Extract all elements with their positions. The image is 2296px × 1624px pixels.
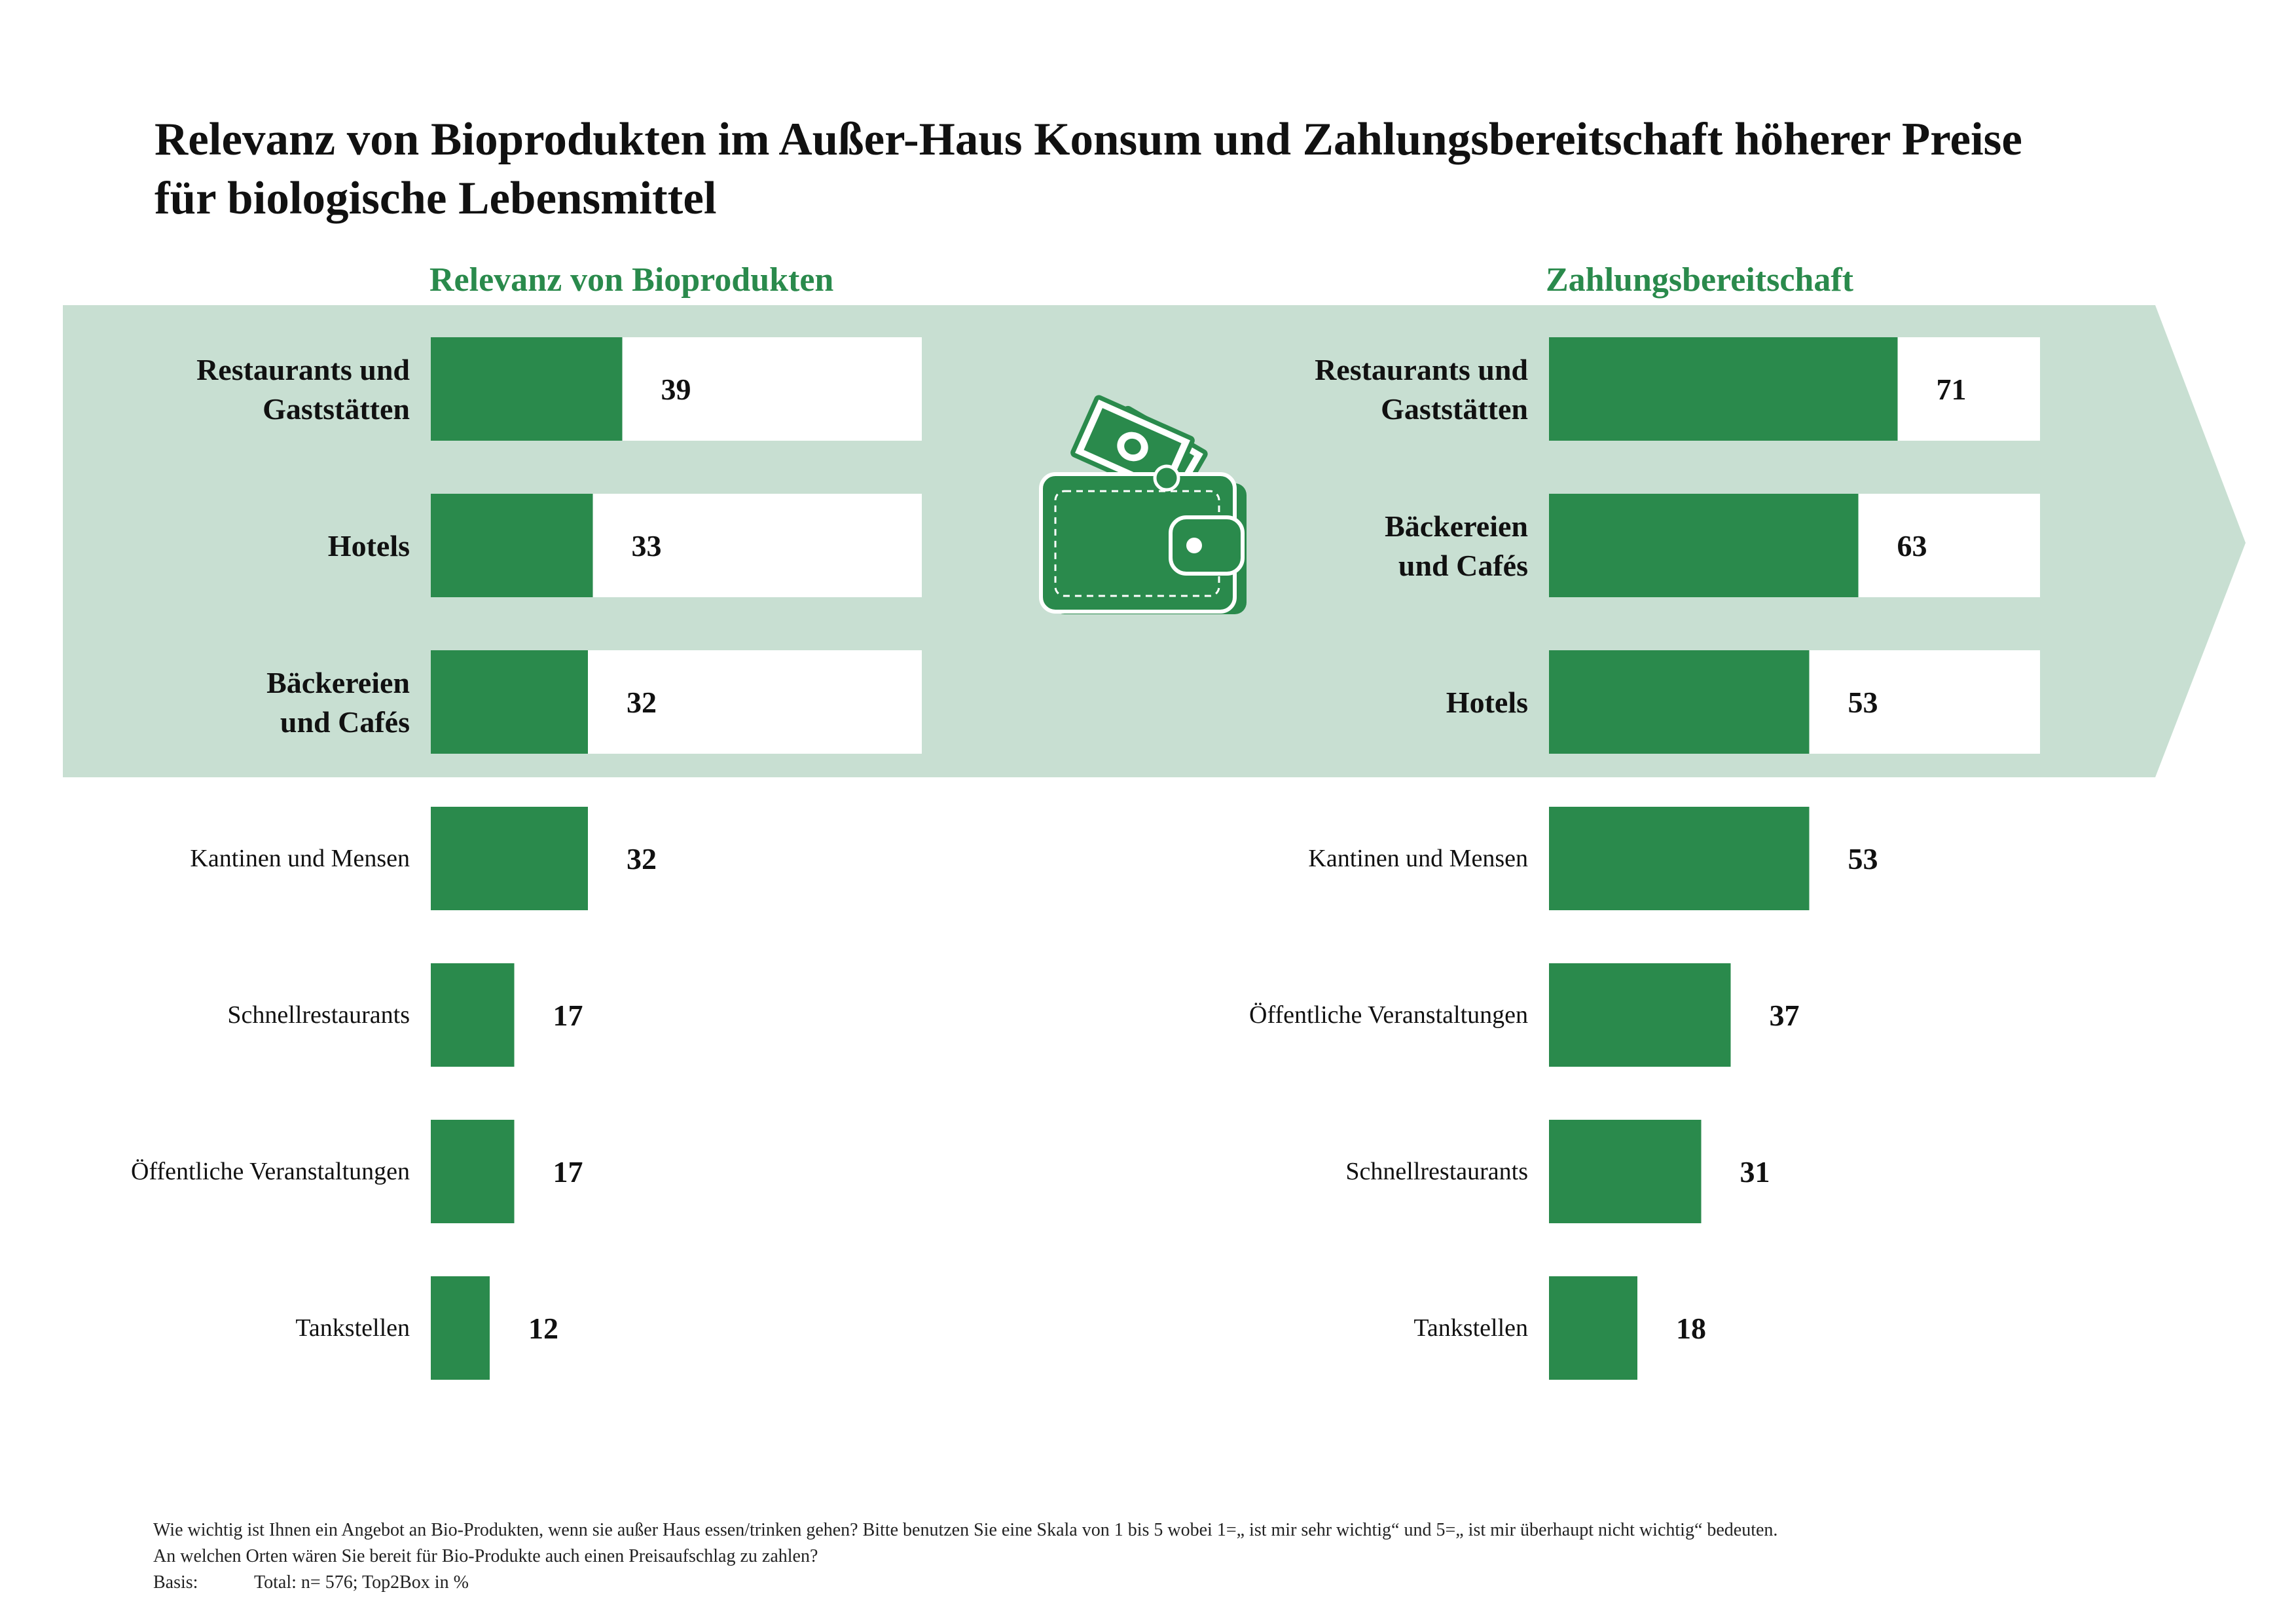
right-value-label: 53 (1848, 842, 1878, 876)
left-bar (431, 807, 588, 910)
right-bar (1549, 1276, 1637, 1380)
left-panel-heading: Relevanz von Bioprodukten (429, 261, 834, 299)
wallet-with-money-icon (1039, 395, 1247, 614)
left-bar (431, 337, 623, 441)
footnote-question-2: An welchen Orten wären Sie bereit für Bi… (153, 1546, 818, 1566)
basis-label: Basis: (153, 1572, 198, 1593)
right-bar (1549, 807, 1810, 910)
right-category-label: Tankstellen (1413, 1314, 1528, 1342)
left-bar (431, 1276, 490, 1380)
left-value-label: 39 (661, 373, 691, 406)
right-category-label: Schnellrestaurants (1345, 1158, 1528, 1185)
right-bar (1549, 1120, 1702, 1223)
left-value-label: 12 (528, 1312, 558, 1345)
right-panel-heading: Zahlungsbereitschaft (1546, 261, 1853, 299)
basis-text: Total: n= 576; Top2Box in % (254, 1572, 469, 1593)
footnote-basis: Basis: Total: n= 576; Top2Box in % (153, 1570, 1777, 1596)
right-value-label: 37 (1770, 999, 1800, 1032)
right-value-label: 53 (1848, 686, 1878, 719)
page-title: Relevanz von Bioprodukten im Außer-Haus … (155, 110, 2184, 228)
title-line-1: Relevanz von Bioprodukten im Außer-Haus … (155, 114, 2022, 165)
right-bar (1549, 650, 1810, 754)
left-bar (431, 1120, 515, 1223)
right-category-label: Bäckereien (1385, 509, 1528, 543)
left-category-label: Restaurants und (196, 353, 410, 386)
right-category-label: und Cafés (1398, 549, 1528, 582)
left-value-label: 33 (632, 529, 662, 563)
right-category-label: Gaststätten (1381, 392, 1528, 426)
right-bar-chart: 71 Restaurants und Gaststätten 63 Bäckereien… (1249, 337, 2040, 1380)
right-value-label: 63 (1897, 529, 1927, 563)
left-category-label: Gaststätten (263, 392, 410, 426)
left-value-label: 17 (553, 999, 583, 1032)
right-category-label: Restaurants und (1315, 353, 1528, 386)
left-bar (431, 494, 593, 597)
right-value-label: 18 (1676, 1312, 1706, 1345)
right-bar (1549, 494, 1859, 597)
right-bar (1549, 963, 1731, 1067)
right-bar (1549, 337, 1898, 441)
left-category-label: Hotels (328, 529, 410, 563)
left-value-label: 32 (627, 686, 657, 719)
left-value-label: 17 (553, 1155, 583, 1189)
footnote-question-1: Wie wichtig ist Ihnen ein Angebot an Bio… (153, 1520, 1778, 1540)
left-bar (431, 963, 515, 1067)
left-category-label: Schnellrestaurants (227, 1001, 410, 1029)
footnote: Wie wichtig ist Ihnen ein Angebot an Bio… (153, 1517, 1777, 1596)
right-category-label: Öffentliche Veranstaltungen (1249, 1001, 1528, 1029)
left-category-label: und Cafés (280, 705, 410, 739)
left-category-label: Öffentliche Veranstaltungen (131, 1158, 410, 1185)
right-category-label: Hotels (1446, 686, 1528, 719)
right-value-label: 71 (1937, 373, 1967, 406)
left-bar-chart: 39 Restaurants und Gaststätten 33 Hotels 32 Bä… (131, 337, 922, 1380)
left-category-label: Kantinen und Mensen (190, 845, 410, 872)
right-category-label: Kantinen und Mensen (1308, 845, 1528, 872)
left-category-label: Tankstellen (295, 1314, 410, 1342)
left-value-label: 32 (627, 842, 657, 876)
title-line-2: für biologische Lebensmittel (155, 173, 717, 224)
right-value-label: 31 (1740, 1155, 1770, 1189)
left-bar (431, 650, 588, 754)
left-category-label: Bäckereien (266, 666, 410, 699)
